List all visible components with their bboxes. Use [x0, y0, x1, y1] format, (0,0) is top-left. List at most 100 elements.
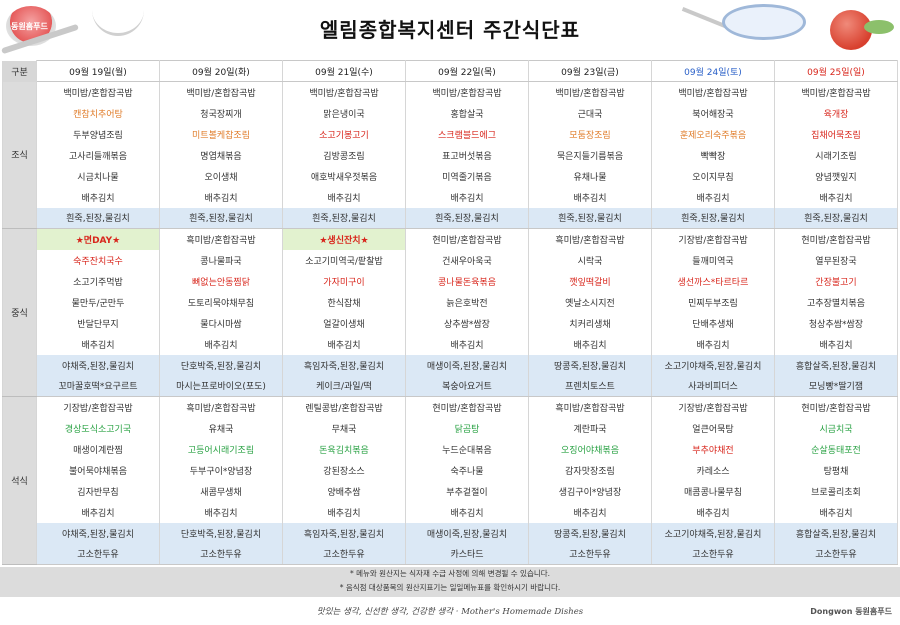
menu-cell: 부추겉절이 [405, 480, 529, 502]
menu-row: 시금치나물 오이생채 애호박새우젓볶음 미역줄기볶음 유채나물 오이지무침 양념깻잎지 [3, 165, 898, 187]
note-line: * 음식점 대상품목의 원산지표기는 일일메뉴표를 확인하시기 바랍니다. [339, 583, 561, 592]
menu-sub-cell: 고소한두유 [774, 543, 898, 565]
menu-sub-cell: 흰죽,된장,물김치 [36, 207, 160, 229]
menu-cell: 얼큰어묵탕 [651, 417, 775, 439]
menu-sub-row: 고소한두유 고소한두유 고소한두유 카스타드 고소한두유 고소한두유 고소한두유 [3, 543, 898, 565]
menu-cell: 배추김치 [774, 501, 898, 523]
menu-sub-cell: 흰죽,된장,물김치 [528, 207, 652, 229]
menu-cell: 치커리생채 [528, 312, 652, 334]
menu-cell: 시금치국 [774, 417, 898, 439]
menu-cell: 경상도식소고기국 [36, 417, 160, 439]
menu-cell: 단배추생채 [651, 312, 775, 334]
menu-cell: 들깨미역국 [651, 249, 775, 271]
menu-cell: 현미밥/혼합잡곡밥 [405, 228, 529, 250]
menu-cell: 두부구이*양념장 [159, 459, 283, 481]
menu-sub-cell: 땅콩죽,된장,물김치 [528, 354, 652, 376]
menu-cell: 매생이계란찜 [36, 438, 160, 460]
menu-cell: 도토리묵야채무침 [159, 291, 283, 313]
menu-cell: 배추김치 [405, 501, 529, 523]
menu-cell: 현미밥/혼합잡곡밥 [774, 228, 898, 250]
menu-cell: 근대국 [528, 102, 652, 124]
menu-cell: 양념깻잎지 [774, 165, 898, 187]
brand-logo-text: 동원홈푸드 [11, 22, 48, 31]
menu-row: 중식 ★면DAY★ 흑미밥/혼합잡곡밥 ★생신잔치★ 현미밥/혼합잡곡밥 흑미밥/혼합잡곡… [2, 228, 898, 397]
menu-cell: 배추김치 [528, 186, 652, 208]
menu-cell: 오징어야채볶음 [528, 438, 652, 460]
menu-row: 배추김치 배추김치 배추김치 배추김치 배추김치 배추김치 배추김치 [3, 186, 898, 208]
menu-cell: 옛날소시지전 [528, 291, 652, 313]
menu-cell: 부추야채전 [651, 438, 775, 460]
menu-cell: 시락국 [528, 249, 652, 271]
menu-cell: 기장밥/혼합잡곡밥 [651, 396, 775, 418]
menu-cell: 기장밥/혼합잡곡밥 [36, 396, 160, 418]
menu-sub-cell: 야채죽,된장,물김치 [36, 354, 160, 376]
menu-cell: 열무된장국 [774, 249, 898, 271]
menu-cell: 배추김치 [651, 186, 775, 208]
menu-cell: 고사리들깨볶음 [36, 144, 160, 166]
menu-cell: 콩나물파국 [159, 249, 283, 271]
menu-cell: 불어묵야채볶음 [36, 459, 160, 481]
menu-cell: 유채나물 [528, 165, 652, 187]
menu-sub-cell: 매생이죽,된장,물김치 [405, 522, 529, 544]
menu-cell: 카레소스 [651, 459, 775, 481]
menu-cell: 브로콜리초회 [774, 480, 898, 502]
menu-sub-cell: 고소한두유 [282, 543, 406, 565]
menu-cell: 미역줄기볶음 [405, 165, 529, 187]
page-header: 동원홈푸드 엘림종합복지센터 주간식단표 [0, 0, 900, 58]
menu-sub-cell: 프렌치토스트 [528, 375, 652, 397]
menu-cell: 스크램블드에그 [405, 123, 529, 145]
day-header-row: 구분 09월 19일(월) 09월 20일(화) 09월 21일(수) 09월 … [2, 60, 898, 82]
menu-cell: 얼갈이생채 [282, 312, 406, 334]
menu-cell: 애호박새우젓볶음 [282, 165, 406, 187]
menu-sub-cell: 흰죽,된장,물김치 [405, 207, 529, 229]
menu-cell: 돈육김치볶음 [282, 438, 406, 460]
menu-sub-cell: 마시는프로바이오(포도) [159, 375, 283, 397]
menu-cell: 백미밥/혼합잡곡밥 [528, 81, 652, 103]
menu-row: 반달단무지 물다시마쌈 얼갈이생채 상추쌈*쌈장 치커리생채 단배추생채 청상추쌈*쌈장 [3, 312, 898, 334]
menu-cell: 배추김치 [528, 333, 652, 355]
menu-cell: 건새우아욱국 [405, 249, 529, 271]
menu-cell: 소고기봉고기 [282, 123, 406, 145]
menu-cell: 모둠장조림 [528, 123, 652, 145]
menu-sub-cell: 고소한두유 [159, 543, 283, 565]
menu-cell: 시래기조림 [774, 144, 898, 166]
meal-label: 중식 [2, 228, 37, 397]
menu-cell: 배추김치 [528, 501, 652, 523]
menu-cell: 간장불고기 [774, 270, 898, 292]
menu-cell: 뼈없는안동찜닭 [159, 270, 283, 292]
menu-sub-row: 꼬마꿀호떡*요구르트 마시는프로바이오(포도) 케이크/과일/떡 복숭아요거트 프렌치토… [3, 375, 898, 397]
menu-cell: 반달단무지 [36, 312, 160, 334]
menu-cell: 두부양념조림 [36, 123, 160, 145]
menu-cell: 상추쌈*쌈장 [405, 312, 529, 334]
menu-cell: 청국장찌개 [159, 102, 283, 124]
food-illustration [670, 0, 900, 56]
menu-sub-cell: 모닝빵*딸기잼 [774, 375, 898, 397]
menu-sub-cell: 케이크/과일/떡 [282, 375, 406, 397]
menu-cell: 한식잡채 [282, 291, 406, 313]
menu-cell: 물만두/군만두 [36, 291, 160, 313]
menu-sub-row: 야채죽,된장,물김치 단호박죽,된장,물김치 흑임자죽,된장,물김치 매생이죽,된장,… [3, 354, 898, 376]
menu-cell: 물다시마쌈 [159, 312, 283, 334]
menu-row: 배추김치 배추김치 배추김치 배추김치 배추김치 배추김치 배추김치 [3, 333, 898, 355]
menu-cell: 양배추쌈 [282, 480, 406, 502]
menu-cell: 소고기주먹밥 [36, 270, 160, 292]
menu-cell: 캔참치추어탕 [36, 102, 160, 124]
menu-cell: 강된장소스 [282, 459, 406, 481]
menu-cell: 백미밥/혼합잡곡밥 [282, 81, 406, 103]
menu-cell: 명엽채볶음 [159, 144, 283, 166]
menu-row: 김자반무침 새콤무생채 양배추쌈 부추겉절이 생김구이*양념장 매콤콩나물무침 브로콜리초회 [3, 480, 898, 502]
menu-sub-cell: 고소한두유 [36, 543, 160, 565]
menu-sub-cell: 흰죽,된장,물김치 [651, 207, 775, 229]
menu-row: 물만두/군만두 도토리묵야채무침 한식잡채 늙은호박전 옛날소시지전 민찌두부조림 고추장멸… [3, 291, 898, 313]
menu-cell: 육개장 [774, 102, 898, 124]
menu-cell: 생김구이*양념장 [528, 480, 652, 502]
menu-cell: 묵은지들기름볶음 [528, 144, 652, 166]
menu-cell: 계란파국 [528, 417, 652, 439]
menu-cell: 홍합살국 [405, 102, 529, 124]
menu-cell: 누드순대볶음 [405, 438, 529, 460]
menu-cell: 배추김치 [36, 501, 160, 523]
menu-cell: 깻잎떡갈비 [528, 270, 652, 292]
menu-row: 경상도식소고기국 유채국 무채국 닭곰탕 계란파국 얼큰어묵탕 시금치국 [3, 417, 898, 439]
menu-sub-cell: 고소한두유 [651, 543, 775, 565]
menu-row: 두부양념조림 미트볼케찹조림 소고기봉고기 스크램블드에그 모둠장조림 훈제오리숙주볶음 집… [3, 123, 898, 145]
